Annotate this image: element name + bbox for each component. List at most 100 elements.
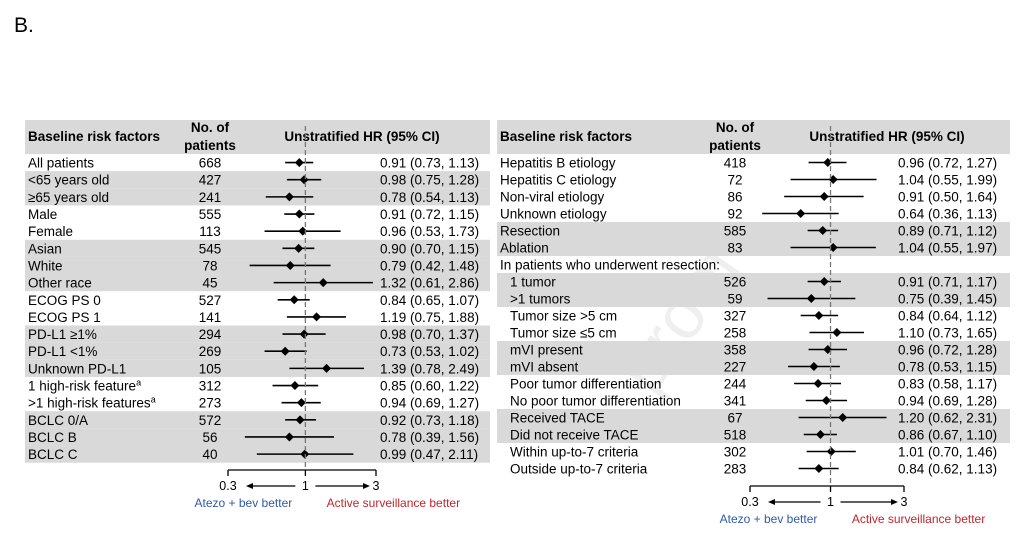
hr-point xyxy=(814,464,824,473)
row-label: Tumor size ≤5 cm xyxy=(510,326,617,341)
favors-left-label: Atezo + bev better xyxy=(195,496,293,510)
left-arrow-head xyxy=(768,499,775,505)
row-label: Male xyxy=(28,207,57,222)
row-patient-count: 269 xyxy=(199,344,222,359)
hr-point xyxy=(322,363,332,373)
row-label: Hepatitis C etiology xyxy=(500,173,617,188)
row-patient-count: 92 xyxy=(727,207,742,222)
row-hr-text: 0.98 (0.75, 1.28) xyxy=(380,173,479,188)
row-label: White xyxy=(28,258,63,273)
row-label: mVI present xyxy=(510,343,583,358)
favors-right-label: Active surveillance better xyxy=(327,496,460,510)
hr-point xyxy=(299,329,309,339)
x-tick-label: 1 xyxy=(302,479,309,493)
hr-point xyxy=(819,277,829,286)
row-patient-count: 294 xyxy=(199,327,222,342)
row-hr-text: 0.83 (0.58, 1.17) xyxy=(898,377,997,392)
row-hr-text: 0.85 (0.60, 1.22) xyxy=(380,379,479,394)
hr-point xyxy=(280,346,290,356)
row-hr-text: 0.90 (0.70, 1.15) xyxy=(380,241,479,256)
row-label: ECOG PS 1 xyxy=(28,310,101,325)
row-shading xyxy=(25,188,490,206)
row-label: Poor tumor differentiation xyxy=(510,377,661,392)
row-label: ECOG PS 0 xyxy=(28,293,101,308)
row-label: In patients who underwent resection: xyxy=(500,258,720,273)
x-tick-label: 0.3 xyxy=(741,495,758,509)
hr-point xyxy=(806,294,816,303)
hr-point xyxy=(295,415,305,425)
row-patient-count: 341 xyxy=(724,394,747,409)
row-label: mVI absent xyxy=(510,360,579,375)
row-hr-text: 0.91 (0.50, 1.64) xyxy=(898,190,997,205)
row-shading xyxy=(497,239,1010,256)
hr-point xyxy=(832,328,842,337)
row-hr-text: 0.89 (0.71, 1.12) xyxy=(898,224,997,239)
row-label: Ablation xyxy=(500,241,549,256)
row-shading xyxy=(25,274,490,292)
row-patient-count: 312 xyxy=(199,379,222,394)
row-hr-text: 0.91 (0.72, 1.15) xyxy=(380,207,479,222)
row-patient-count: 78 xyxy=(202,258,217,273)
hr-point xyxy=(815,430,825,439)
row-patient-count: 56 xyxy=(202,430,217,445)
row-patient-count: 67 xyxy=(727,411,742,426)
favors-left-label: Atezo + bev better xyxy=(720,512,818,526)
row-hr-text: 1.19 (0.75, 1.88) xyxy=(380,310,479,325)
row-patient-count: 545 xyxy=(199,241,222,256)
x-tick-label: 1 xyxy=(827,495,834,509)
row-hr-text: 0.96 (0.72, 1.27) xyxy=(898,156,997,171)
column-header-factor: Baseline risk factors xyxy=(500,129,632,144)
row-hr-text: 0.96 (0.53, 1.73) xyxy=(380,224,479,239)
column-header-n-line1: No. of xyxy=(191,120,230,135)
forest-plot-1: Baseline risk factors No. of patients Unstr… xyxy=(25,120,490,510)
row-label: Other race xyxy=(28,276,92,291)
row-patient-count: 327 xyxy=(724,309,747,324)
row-patient-count: 358 xyxy=(724,343,747,358)
hr-point xyxy=(294,243,304,253)
row-shading xyxy=(497,409,1010,426)
hr-point xyxy=(290,381,300,391)
row-patient-count: 141 xyxy=(199,310,222,325)
row-hr-text: 1.39 (0.78, 2.49) xyxy=(380,361,479,376)
header-background xyxy=(25,120,490,154)
row-hr-text: 0.84 (0.62, 1.13) xyxy=(898,462,997,477)
x-tick-label: 0.3 xyxy=(219,479,236,493)
row-label: Received TACE xyxy=(510,411,605,426)
hr-point xyxy=(294,209,304,219)
row-shading xyxy=(25,342,490,360)
column-header-n-line2: patients xyxy=(709,138,761,153)
row-label: BCLC 0/A xyxy=(28,413,88,428)
hr-point xyxy=(838,413,848,422)
column-header-hr: Unstratified HR (95% CI) xyxy=(809,129,964,144)
x-tick-label: 3 xyxy=(901,495,908,509)
row-patient-count: 59 xyxy=(727,292,742,307)
row-label: BCLC C xyxy=(28,447,78,462)
row-patient-count: 105 xyxy=(199,361,222,376)
header-background xyxy=(497,120,1010,154)
hr-point xyxy=(284,192,294,202)
row-label: Resection xyxy=(500,224,560,239)
row-label: Non-viral etiology xyxy=(500,190,605,205)
row-patient-count: 83 xyxy=(727,241,742,256)
row-patient-count: 585 xyxy=(724,224,747,239)
row-shading xyxy=(497,222,1010,239)
favors-right-label: Active surveillance better xyxy=(852,512,985,526)
row-shading xyxy=(25,239,490,257)
row-hr-text: 0.78 (0.39, 1.56) xyxy=(380,430,479,445)
hr-point xyxy=(813,379,823,388)
row-label: Female xyxy=(28,224,73,239)
column-header-hr: Unstratified HR (95% CI) xyxy=(284,129,439,144)
right-arrow-head xyxy=(891,499,898,505)
hr-point xyxy=(285,260,295,270)
row-shading xyxy=(497,341,1010,358)
row-patient-count: 45 xyxy=(202,276,217,291)
hr-point xyxy=(284,432,294,442)
row-hr-text: 0.99 (0.47, 2.11) xyxy=(380,447,478,462)
row-label: >1 high-risk featuresa xyxy=(28,395,156,411)
row-patient-count: 418 xyxy=(724,156,747,171)
row-label: ≥65 years old xyxy=(28,190,109,205)
row-patient-count: 72 xyxy=(727,173,742,188)
hr-point xyxy=(809,362,819,371)
row-label: PD-L1 ≥1% xyxy=(28,327,97,342)
